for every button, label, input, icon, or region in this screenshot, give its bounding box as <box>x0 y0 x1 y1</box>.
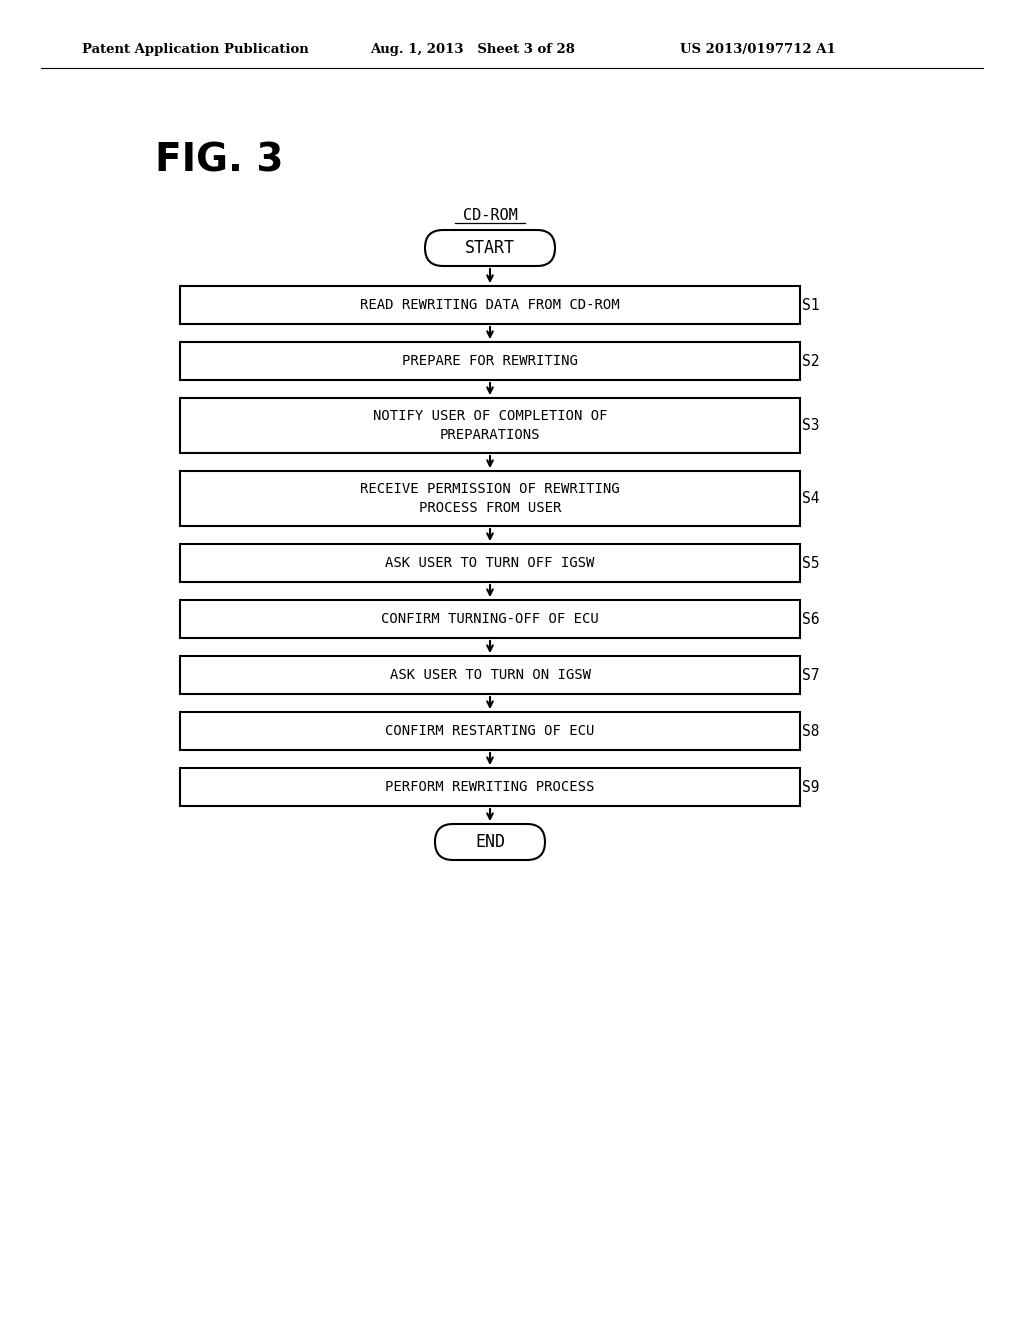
Text: Aug. 1, 2013   Sheet 3 of 28: Aug. 1, 2013 Sheet 3 of 28 <box>370 44 574 57</box>
Text: S7: S7 <box>802 668 819 682</box>
Text: PERFORM REWRITING PROCESS: PERFORM REWRITING PROCESS <box>385 780 595 795</box>
Text: READ REWRITING DATA FROM CD-ROM: READ REWRITING DATA FROM CD-ROM <box>360 298 620 312</box>
Text: S5: S5 <box>802 556 819 570</box>
Text: S1: S1 <box>802 297 819 313</box>
FancyBboxPatch shape <box>425 230 555 267</box>
Bar <box>180 342 800 380</box>
Text: S9: S9 <box>802 780 819 795</box>
Text: CONFIRM RESTARTING OF ECU: CONFIRM RESTARTING OF ECU <box>385 723 595 738</box>
Text: S2: S2 <box>802 354 819 368</box>
Bar <box>180 768 800 807</box>
Text: ASK USER TO TURN ON IGSW: ASK USER TO TURN ON IGSW <box>389 668 591 682</box>
Bar <box>180 601 800 638</box>
Text: S8: S8 <box>802 723 819 738</box>
Text: Patent Application Publication: Patent Application Publication <box>82 44 309 57</box>
Text: S3: S3 <box>802 418 819 433</box>
FancyBboxPatch shape <box>435 824 545 861</box>
Bar <box>180 286 800 323</box>
Bar <box>180 471 800 525</box>
Text: PREPARE FOR REWRITING: PREPARE FOR REWRITING <box>402 354 578 368</box>
Text: CONFIRM TURNING-OFF OF ECU: CONFIRM TURNING-OFF OF ECU <box>381 612 599 626</box>
Text: S4: S4 <box>802 491 819 506</box>
Text: S6: S6 <box>802 611 819 627</box>
Text: CD-ROM: CD-ROM <box>463 207 517 223</box>
Bar <box>180 711 800 750</box>
Bar <box>180 399 800 453</box>
Text: ASK USER TO TURN OFF IGSW: ASK USER TO TURN OFF IGSW <box>385 556 595 570</box>
Bar <box>180 544 800 582</box>
Text: END: END <box>475 833 505 851</box>
Text: RECEIVE PERMISSION OF REWRITING
PROCESS FROM USER: RECEIVE PERMISSION OF REWRITING PROCESS … <box>360 482 620 515</box>
Text: NOTIFY USER OF COMPLETION OF
PREPARATIONS: NOTIFY USER OF COMPLETION OF PREPARATION… <box>373 409 607 442</box>
Bar <box>180 656 800 694</box>
Text: US 2013/0197712 A1: US 2013/0197712 A1 <box>680 44 836 57</box>
Text: FIG. 3: FIG. 3 <box>155 141 284 180</box>
Text: START: START <box>465 239 515 257</box>
